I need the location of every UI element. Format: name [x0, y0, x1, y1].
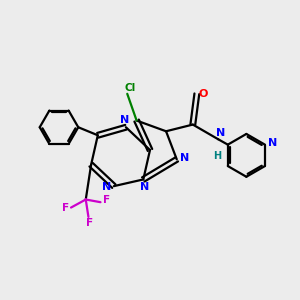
Text: O: O — [198, 89, 207, 99]
Text: F: F — [103, 194, 110, 205]
Text: N: N — [216, 128, 226, 138]
Text: N: N — [140, 182, 149, 192]
Text: F: F — [61, 202, 69, 213]
Text: N: N — [180, 153, 189, 163]
Text: N: N — [268, 138, 277, 148]
Text: Cl: Cl — [124, 83, 136, 93]
Text: F: F — [86, 218, 93, 228]
Text: N: N — [102, 182, 111, 193]
Text: H: H — [213, 151, 221, 161]
Text: N: N — [120, 115, 129, 125]
